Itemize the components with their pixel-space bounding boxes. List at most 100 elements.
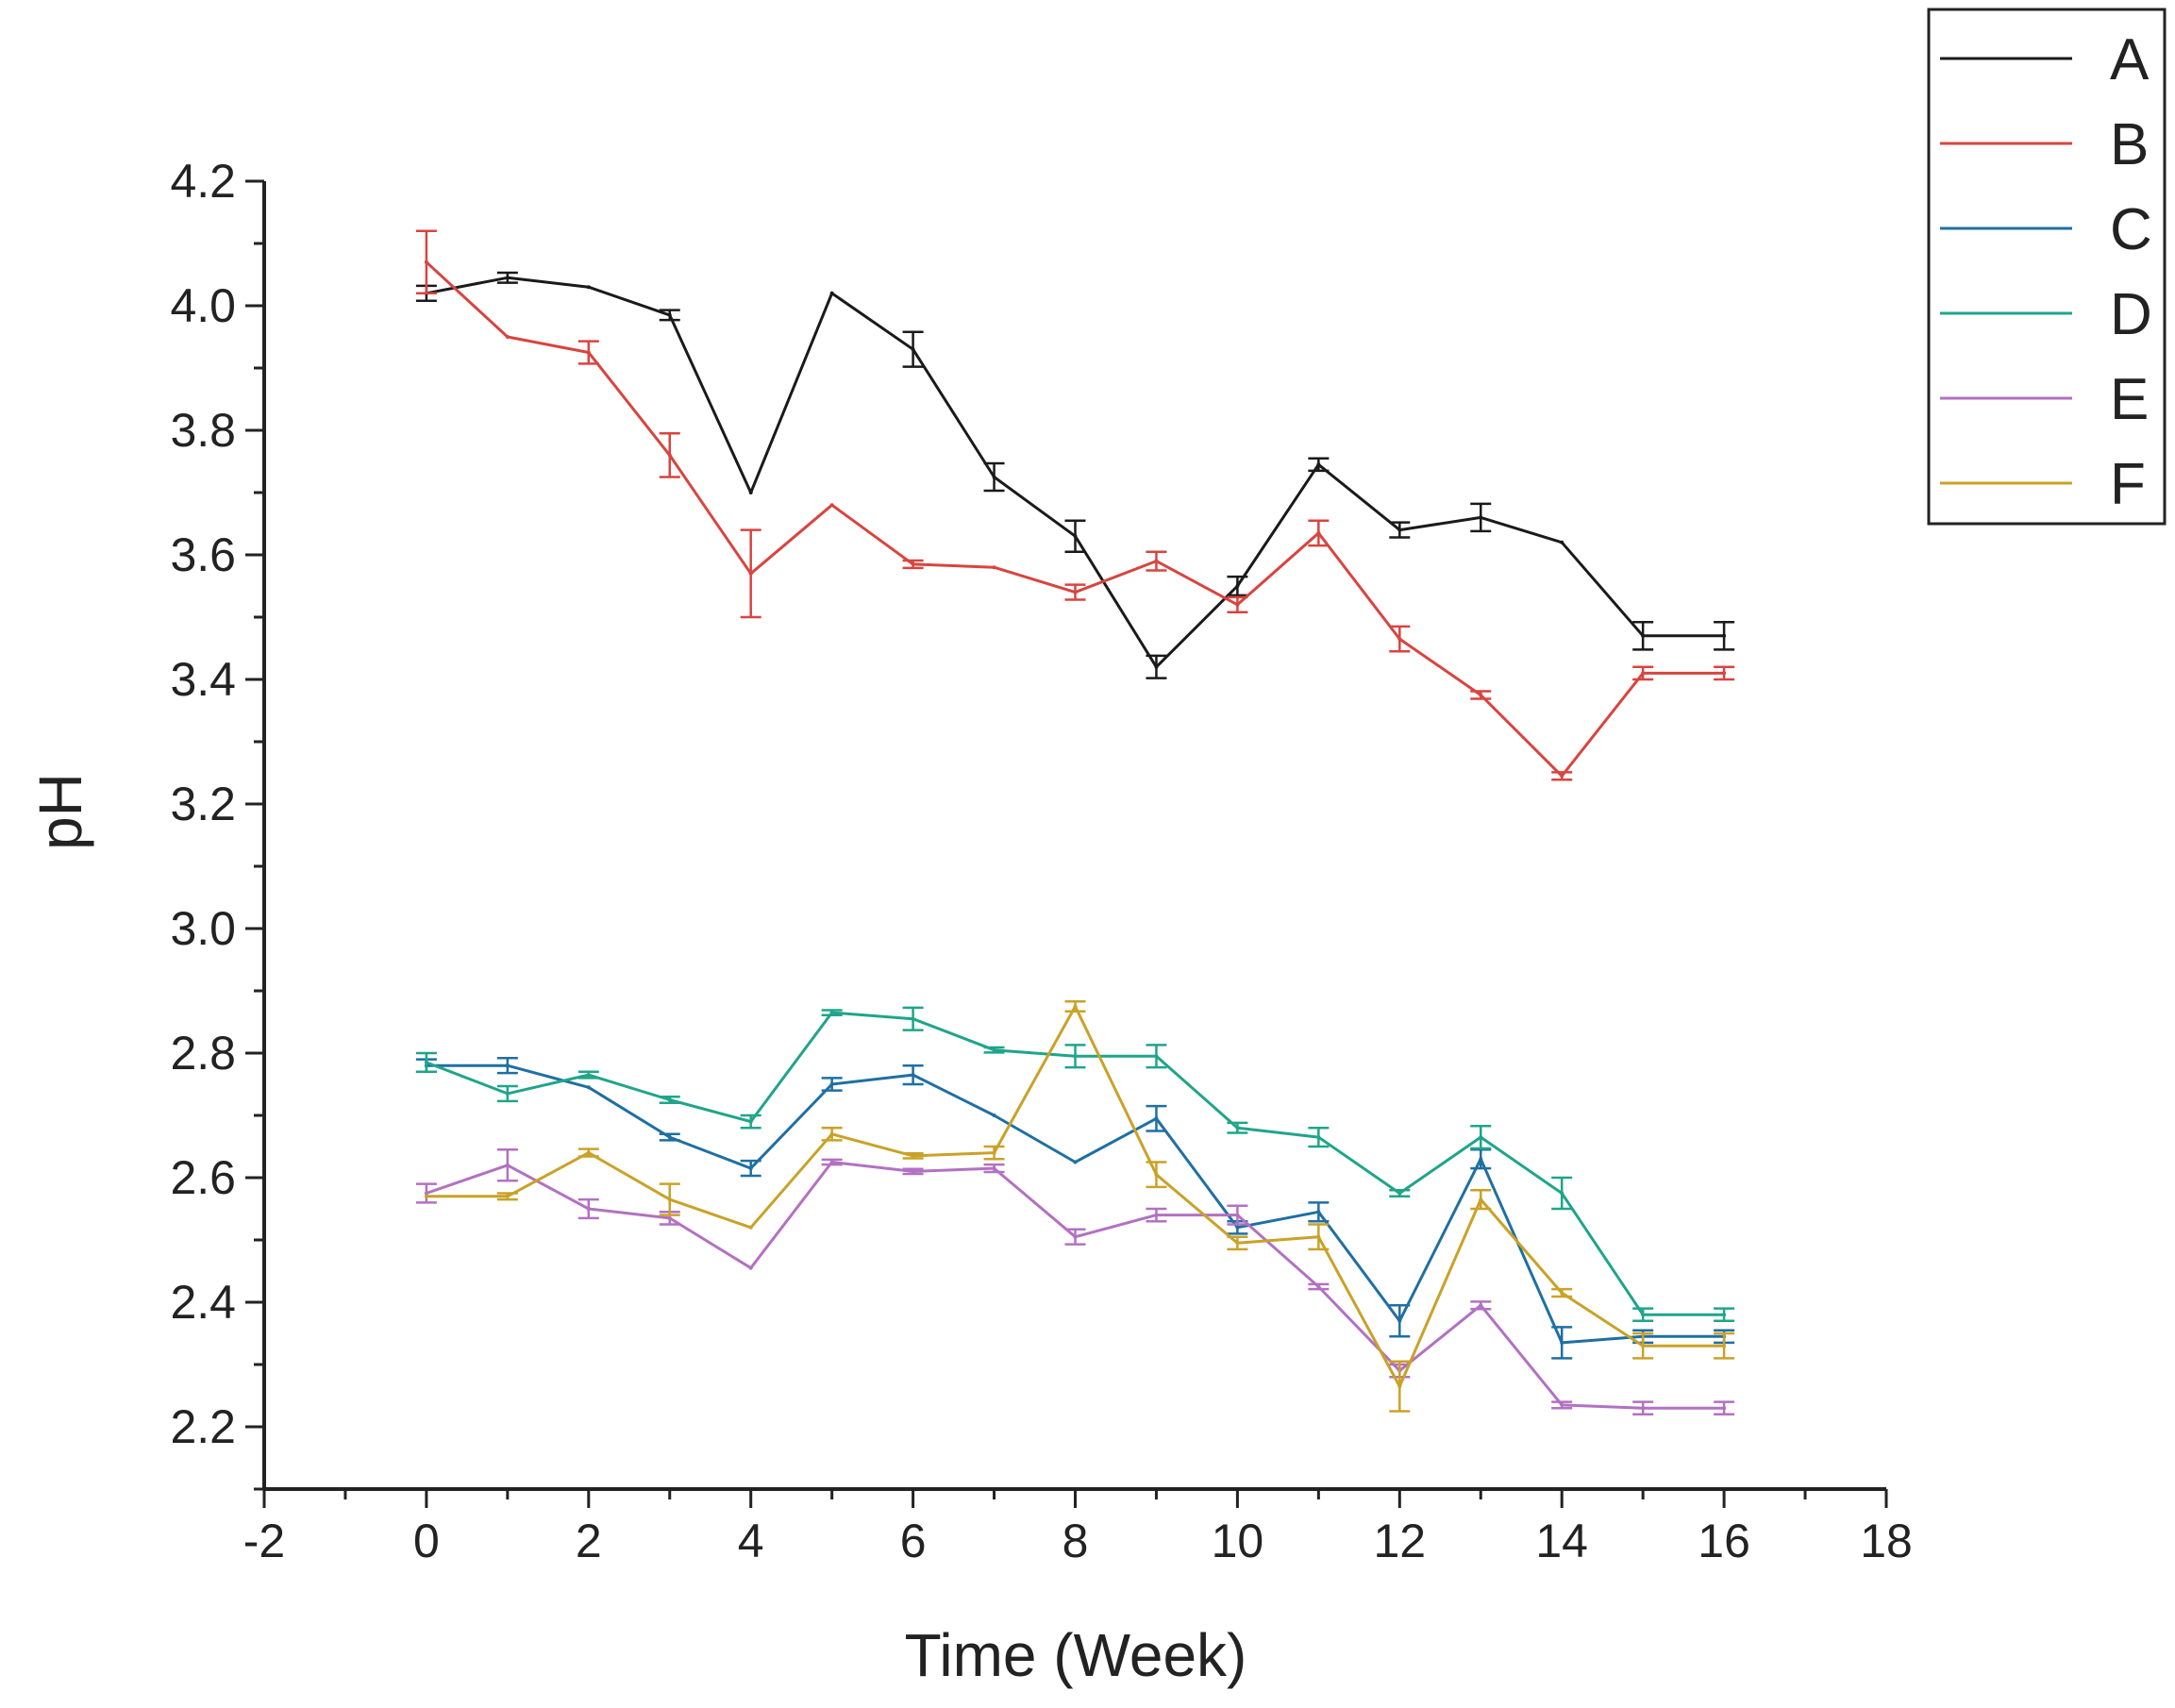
- legend-label: A: [2110, 27, 2150, 92]
- data-point: [1235, 1213, 1240, 1217]
- data-point: [829, 291, 834, 295]
- x-tick-label: 8: [1062, 1515, 1089, 1567]
- y-tick-label: 2.2: [170, 1400, 236, 1453]
- data-point: [1479, 515, 1483, 520]
- data-point: [1154, 1213, 1159, 1217]
- data-point: [586, 1207, 591, 1211]
- data-point: [1641, 1344, 1646, 1348]
- data-point: [748, 491, 753, 494]
- series-line: [426, 1063, 1725, 1345]
- series-line: [425, 260, 1725, 778]
- data-point: [748, 1265, 753, 1270]
- series-layer: [415, 229, 1735, 1416]
- legend-item-d: D: [1940, 282, 2152, 347]
- legend-label: D: [2110, 282, 2152, 347]
- y-tick-label: 4.2: [170, 155, 236, 208]
- data-point: [1235, 602, 1240, 607]
- y-tick-label: 2.6: [170, 1151, 236, 1204]
- data-point: [1479, 1135, 1483, 1140]
- data-point: [1560, 1340, 1564, 1345]
- data-point: [748, 1166, 753, 1171]
- x-tick-label: 18: [1860, 1515, 1913, 1567]
- y-axis-label: pH: [26, 773, 94, 850]
- data-point: [1397, 1191, 1402, 1196]
- data-point: [424, 1194, 428, 1198]
- series-line: [426, 276, 1725, 669]
- legend-box: [1927, 8, 2167, 526]
- x-tick-label: 2: [576, 1515, 602, 1567]
- data-point: [1560, 1402, 1564, 1407]
- data-point: [1560, 540, 1564, 544]
- data-point: [911, 1016, 915, 1021]
- series-d: [415, 1006, 1735, 1323]
- data-point: [829, 1082, 834, 1086]
- data-point: [748, 571, 753, 576]
- data-point: [505, 276, 510, 280]
- data-point: [505, 1163, 510, 1167]
- x-axis-label: Time (Week): [905, 1621, 1247, 1689]
- legend-item-a: A: [1940, 27, 2150, 92]
- data-point: [1479, 1157, 1483, 1162]
- data-point: [1397, 1318, 1402, 1323]
- data-point: [1316, 1284, 1321, 1289]
- legend-item-b: B: [1940, 112, 2149, 177]
- data-point: [505, 1194, 510, 1198]
- data-point: [1073, 1160, 1078, 1164]
- data-point: [424, 260, 428, 264]
- data-point: [1560, 774, 1564, 779]
- data-point: [1397, 1384, 1402, 1389]
- x-tick-label: 4: [738, 1515, 764, 1567]
- data-point: [586, 1085, 591, 1090]
- data-point: [586, 350, 591, 355]
- data-point: [1641, 1406, 1646, 1411]
- data-point: [1722, 1344, 1727, 1348]
- data-point: [1641, 633, 1646, 638]
- data-point: [1235, 1241, 1240, 1246]
- x-ticks: -2 0 2 4 6 8 10 12 14 16 18: [243, 1489, 1913, 1567]
- data-point: [829, 1011, 834, 1015]
- data-point: [1235, 584, 1240, 588]
- data-point: [1073, 534, 1078, 539]
- data-point: [1154, 1172, 1159, 1177]
- data-point: [667, 312, 672, 317]
- data-point: [1641, 1313, 1646, 1317]
- y-tick-label: 2.4: [170, 1276, 236, 1329]
- data-point: [505, 1063, 510, 1068]
- x-tick-label: 14: [1535, 1515, 1588, 1567]
- data-point: [911, 1153, 915, 1158]
- legend-label: F: [2110, 452, 2146, 517]
- data-point: [1154, 664, 1159, 669]
- series-line: [426, 1161, 1725, 1410]
- y-tick-label: 3.2: [170, 778, 236, 830]
- data-point: [1560, 1191, 1564, 1196]
- legend-item-e: E: [1940, 367, 2149, 432]
- data-point: [1235, 1225, 1240, 1230]
- legend-label: C: [2110, 197, 2152, 262]
- legend-item-c: C: [1940, 197, 2152, 262]
- data-point: [1073, 1004, 1078, 1009]
- data-point: [505, 335, 510, 339]
- data-point: [424, 1060, 428, 1064]
- data-point: [667, 1097, 672, 1102]
- y-tick-label: 2.8: [170, 1027, 236, 1080]
- data-point: [748, 1119, 753, 1124]
- data-point: [829, 1160, 834, 1164]
- data-point: [586, 1073, 591, 1078]
- data-point: [1073, 590, 1078, 594]
- data-point: [1316, 462, 1321, 467]
- y-tick-label: 3.0: [170, 902, 236, 955]
- data-point: [667, 1215, 672, 1220]
- data-point: [911, 1073, 915, 1078]
- legend-item-f: F: [1940, 452, 2146, 517]
- series-f: [424, 999, 1735, 1413]
- data-point: [1560, 1291, 1564, 1296]
- data-point: [1073, 1054, 1078, 1059]
- x-tick-label: 10: [1212, 1515, 1264, 1567]
- y-tick-label: 4.0: [170, 279, 236, 332]
- data-point: [829, 503, 834, 508]
- series-c: [415, 1057, 1735, 1360]
- data-point: [1316, 1135, 1321, 1140]
- data-point: [992, 1150, 996, 1155]
